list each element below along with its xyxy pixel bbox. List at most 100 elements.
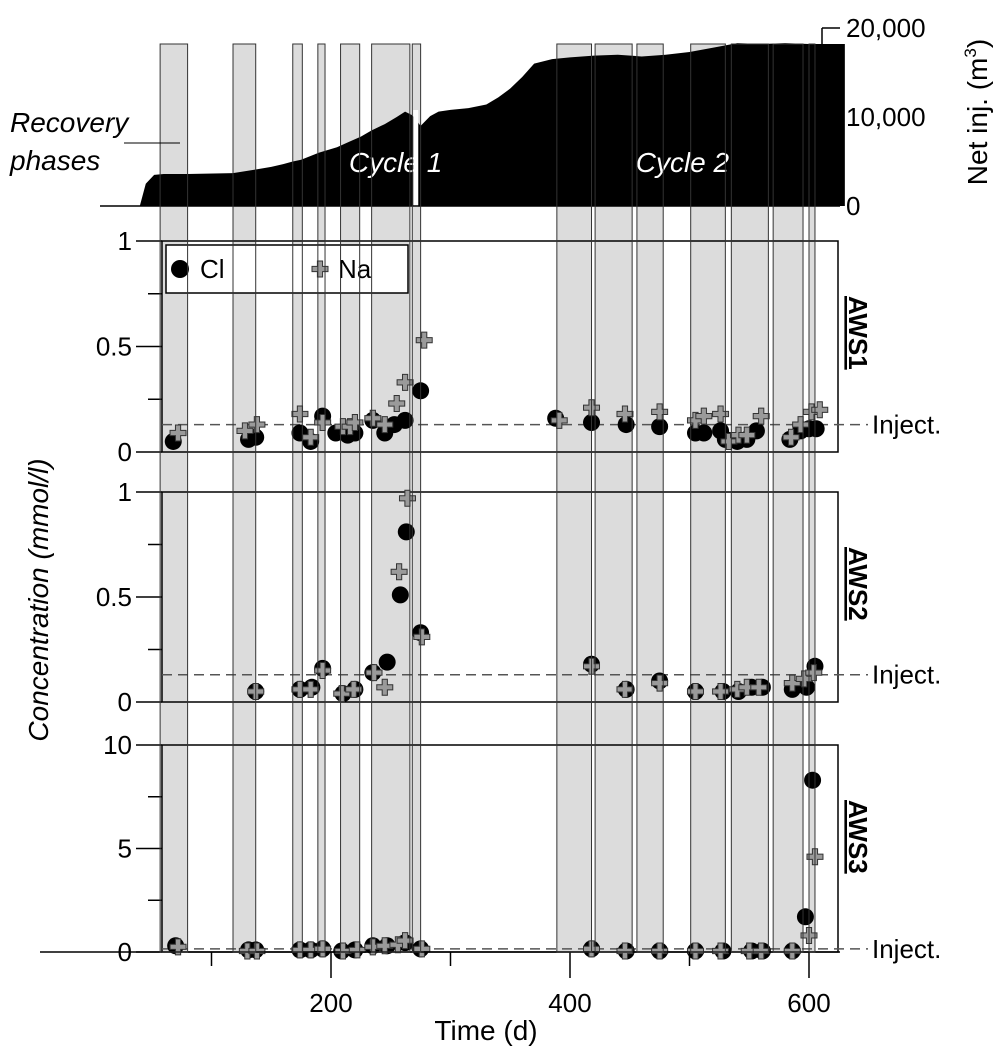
na-point [376,678,394,696]
x-tick-label: 200 [309,988,352,1018]
na-plus-marker [740,942,758,960]
na-plus-marker [795,670,813,688]
na-point [345,680,363,698]
na-point [415,331,433,349]
na-plus-marker [550,411,568,429]
recovery-phases-label-line2: phases [9,145,100,176]
phase-outline-layer [159,43,816,953]
na-plus-marker [376,937,394,955]
recovery-phase-outline [371,43,411,953]
recovery-phase-outline [772,43,804,953]
inject-label: Inject. [872,660,941,690]
na-point [396,932,414,950]
na-point [712,942,730,960]
na-plus-marker [616,942,634,960]
na-point [811,401,829,419]
na-plus-marker [616,405,634,423]
recovery-phase-outline [232,43,257,953]
legend-na-label: Na [338,254,372,284]
cl-point [396,411,414,429]
cl-point [651,418,669,436]
inject-label: Inject. [872,934,941,964]
na-point [712,405,730,423]
na-point [334,942,352,960]
na-plus-marker [752,407,770,425]
recovery-phase-outline [594,43,633,953]
na-point [346,413,364,431]
na-point [795,670,813,688]
na-point [413,628,431,646]
na-plus-marker [388,394,406,412]
na-point [248,942,266,960]
na-point [740,942,758,960]
na-point [752,407,770,425]
na-point [651,674,669,692]
x-axis-title: Time (d) [434,1015,537,1046]
na-point [236,422,254,440]
na-plus-marker [415,331,433,349]
y-tick-label: 0 [118,437,132,467]
na-plus-marker [651,942,669,960]
recovery-phase-band [317,44,326,952]
net-injection-panel: 0 10,000 20,000 Cycle 1 Cycle 2 [100,13,926,221]
na-plus-marker [712,683,730,700]
na-point [390,563,408,581]
na-point [396,373,414,391]
na-plus-marker [333,685,351,703]
recovery-phase-outline [636,43,664,953]
cycle-label: Cycle 1 [349,147,442,178]
na-point [616,942,634,960]
na-point [738,678,756,696]
na-point [364,409,382,427]
na-plus-marker [396,373,414,391]
na-plus-marker [345,680,363,698]
y-tick-label: 1 [118,226,132,256]
na-plus-marker [712,405,730,423]
na-point [782,428,800,446]
cl-point [378,653,396,671]
legend-cl-marker [171,260,189,278]
na-plus-marker [236,422,254,440]
recovery-phase-outline [411,43,422,953]
cl-point [397,523,415,541]
na-point [169,424,187,442]
na-plus-marker [738,678,756,696]
y-tick-label: 0.5 [96,332,132,362]
na-point [750,678,768,696]
na-plus-marker [651,674,669,692]
recovery-phase-outline [730,43,769,953]
panel-name-label: AWS2 [843,547,873,621]
recovery-phase-outline [808,43,816,953]
na-plus-marker [695,407,713,425]
na-point [364,938,382,956]
legend-box [165,244,409,294]
na-point [365,664,383,682]
na-plus-marker [413,940,431,958]
na-plus-marker [782,428,800,446]
na-point [752,942,770,960]
recovery-phase-outline [690,43,726,953]
na-plus-marker [248,416,266,434]
chart-labels: Recovery phases Time (d) Concentration (… [9,39,993,1046]
na-point [686,683,704,700]
net-injection-axis-title: Net inj. (m3) [961,39,993,185]
na-point [651,942,669,960]
na-point [783,674,801,692]
net-injection-axis-title-close: ) [962,39,993,48]
na-plus-marker [413,628,431,646]
cl-point [807,420,825,438]
na-plus-marker [651,403,669,421]
y-tick-label: 0.5 [96,582,132,612]
na-point [695,407,713,425]
x-tick-label: 400 [548,988,591,1018]
na-plus-marker [365,664,383,682]
y-tick-label: 10 [103,730,132,760]
y-tick-label: 0 [118,687,132,717]
na-plus-marker [396,932,414,950]
na-plus-marker [169,938,187,956]
panel-name-label: AWS1 [843,296,873,370]
legend: Cl Na [165,244,409,294]
na-plus-marker [783,674,801,692]
